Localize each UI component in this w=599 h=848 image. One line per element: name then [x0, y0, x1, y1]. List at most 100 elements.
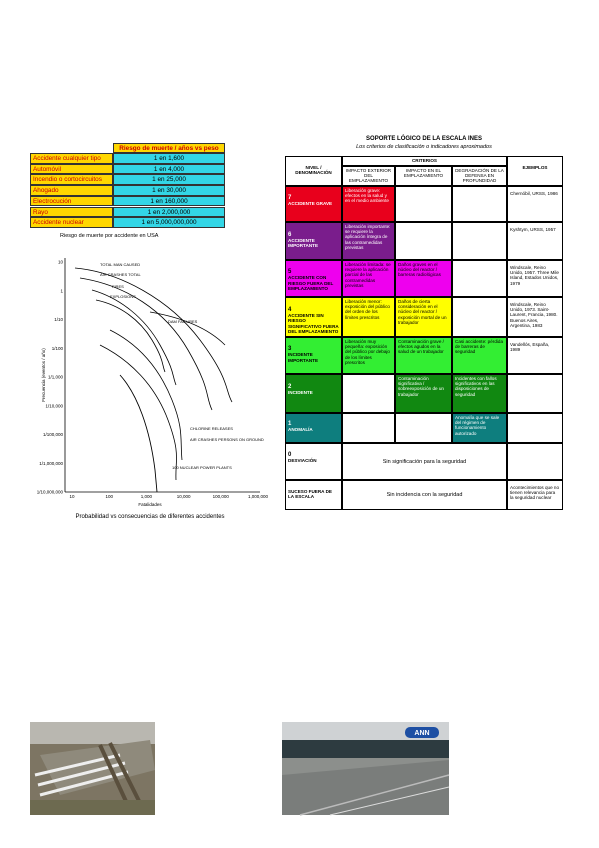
- empty-cell: [395, 186, 452, 222]
- criterion-cell: Contaminación significativa / sobreexpos…: [395, 374, 452, 413]
- criterion-cell: Casi accidente: pérdida de barreras de s…: [452, 337, 507, 374]
- header-examples: EJEMPLOS: [507, 156, 563, 186]
- level-cell: 7 ACCIDENTE GRAVE: [285, 186, 342, 222]
- level-name: SUCESO FUERA DE LA ESCALA: [288, 488, 332, 499]
- level-name: INCIDENTE IMPORTANTE: [288, 352, 319, 363]
- risk-value: 1 en 160,000: [113, 195, 225, 207]
- level-number: 7: [288, 195, 292, 201]
- y-tick-label: 1/10: [54, 317, 63, 322]
- level-cell: 2 INCIDENTE: [285, 374, 342, 413]
- y-tick-label: 10: [58, 260, 64, 265]
- merged-criteria: Sin significación para la seguridad: [342, 443, 507, 480]
- level-name: ACCIDENTE IMPORTANTE: [288, 237, 319, 248]
- empty-cell: [452, 222, 507, 260]
- level-number: 2: [288, 383, 292, 390]
- y-axis-label: Frecuencia (eventos / año): [41, 348, 46, 402]
- y-tick-label: 1/1,000: [48, 375, 64, 380]
- level-cell: 4 ACCIDENTE SIN RIESGO SIGNIFICATIVO FUER…: [285, 297, 342, 337]
- x-tick-label: 100,000: [213, 494, 230, 499]
- photo-left: [30, 722, 155, 815]
- y-tick-label: 1/10,000,000: [37, 490, 64, 495]
- level-number: 4: [288, 307, 292, 313]
- header-criterion: DEGRADACIÓN DE LA DEFENSA EN PROFUNDIDAD: [452, 166, 507, 186]
- table-header: Riesgo de muerte / años vs peso: [113, 143, 225, 153]
- curve-label: EXPLOSIONS: [110, 294, 136, 299]
- criterion-cell: Liberación importante: se requiere la ap…: [342, 222, 395, 260]
- examples-cell: Chernóbil, URSS, 1986: [507, 186, 563, 222]
- level-number: 0: [288, 452, 292, 459]
- criterion-cell: Liberación menor: exposición del público…: [342, 297, 395, 337]
- level-name: ACCIDENTE SIN RIESGO SIGNIFICATIVO FUERA…: [288, 313, 339, 334]
- level-name: ACCIDENTE CON RIESGO FUERA DEL EMPLAZAMI…: [288, 275, 334, 291]
- curve-label: CHLORINE RELEASES: [190, 426, 233, 431]
- empty-cell: [452, 297, 507, 337]
- examples-cell: Windscale, Reino Unido, 1957. Three Mile…: [507, 260, 563, 297]
- header-criterion: IMPACTO EXTERIOR DEL EMPLAZAMIENTO: [342, 166, 395, 186]
- empty-cell: [395, 222, 452, 260]
- level-name: ANOMALÍA: [288, 426, 313, 432]
- level-number: 6: [288, 231, 292, 238]
- y-tick-label: 1/10,000: [45, 403, 63, 408]
- photo-right: ANN: [282, 722, 450, 816]
- level-number: 1: [288, 420, 292, 427]
- merged-criteria: Sin incidencia con la seguridad: [342, 480, 507, 510]
- level-name: DESVIACIÓN: [288, 458, 317, 464]
- empty-cell: [507, 413, 563, 443]
- criterion-cell: Liberación limitada: se requiere la apli…: [342, 260, 395, 297]
- criterion-cell: Incidentes con fallos significativos en …: [452, 374, 507, 413]
- ines-subtitle: Los criterios de clasificación o indicad…: [356, 144, 492, 150]
- risk-value: 1 en 2,000,000: [113, 206, 225, 218]
- news-logo: ANN: [414, 730, 429, 737]
- empty-cell: [452, 260, 507, 297]
- risk-cause: Rayo: [30, 206, 113, 218]
- empty-cell: [342, 413, 395, 443]
- chart-art: [64, 258, 260, 493]
- y-tick-label: 1/100: [52, 346, 64, 351]
- empty-cell: [342, 374, 395, 413]
- empty-cell: [452, 186, 507, 222]
- empty-cell: [507, 443, 563, 480]
- y-tick-label: 1: [60, 288, 63, 293]
- curve-label: AIR CRASHES TOTAL: [100, 272, 141, 277]
- risk-cause: Accidente cualquier tipo: [30, 153, 113, 164]
- risk-value: 1 en 4,000: [113, 163, 225, 175]
- level-name: ACCIDENTE GRAVE: [288, 201, 333, 207]
- level-number: 3: [288, 346, 292, 353]
- level-cell: 5 ACCIDENTE CON RIESGO FUERA DEL EMPLAZAM…: [285, 260, 342, 297]
- x-tick-label: 1,000: [141, 494, 153, 499]
- examples-cell: Windscale, Reino Unido, 1973. Saint-Laur…: [507, 297, 563, 337]
- level-number: 5: [288, 269, 292, 276]
- header-criteria: CRITERIOS: [342, 156, 507, 166]
- x-axis-label: Fatalidades: [138, 502, 162, 507]
- level-cell: SUCESO FUERA DE LA ESCALA: [285, 480, 342, 510]
- level-cell: 0 DESVIACIÓN: [285, 443, 342, 480]
- criterion-cell: Daños de cierta consideración en el núcl…: [395, 297, 452, 337]
- examples-cell: Kyshtym, URSS, 1957: [507, 222, 563, 260]
- x-tick-label: 100: [105, 494, 113, 499]
- x-tick-label: 10: [69, 494, 75, 499]
- risk-value: 1 en 1,600: [113, 153, 225, 164]
- level-cell: 1 ANOMALÍA: [285, 413, 342, 443]
- curve-label: AIR CRASHES PERSONS ON GROUND: [190, 437, 264, 442]
- photos: ANN: [30, 722, 450, 816]
- header-criterion: IMPACTO EN EL EMPLAZAMIENTO: [395, 166, 452, 186]
- criterion-cell: Liberación grave: efectos en la salud y …: [342, 186, 395, 222]
- y-tick-label: 1/100,000: [43, 432, 64, 437]
- table-caption: Riesgo de muerte por accidente en USA: [60, 233, 159, 239]
- curve-label: TOTAL MAN CAUSED: [100, 262, 140, 267]
- level-cell: 6 ACCIDENTE IMPORTANTE: [285, 222, 342, 260]
- curve-label: 100 NUCLEAR POWER PLANTS: [172, 465, 232, 470]
- criterion-cell: Liberación muy pequeña: exposición del p…: [342, 337, 395, 374]
- risk-cause: Ahogado: [30, 185, 113, 196]
- x-tick-label: 10,000: [177, 494, 191, 499]
- criterion-cell: Daños graves en el núcleo del reactor / …: [395, 260, 452, 297]
- risk-chart: 10 1 1/10 1/100 1/1,000 1/10,000 1/100,000 1/1,…: [37, 258, 269, 520]
- risk-cause: Incendio o cortocircuitos: [30, 174, 113, 186]
- ines-title: SOPORTE LÓGICO DE LA ESCALA INES: [366, 136, 482, 142]
- level-name: INCIDENTE: [288, 389, 313, 395]
- empty-cell: [507, 374, 563, 413]
- examples-cell: Acontecimientos que no tienen relevancia…: [507, 480, 563, 510]
- empty-cell: [395, 413, 452, 443]
